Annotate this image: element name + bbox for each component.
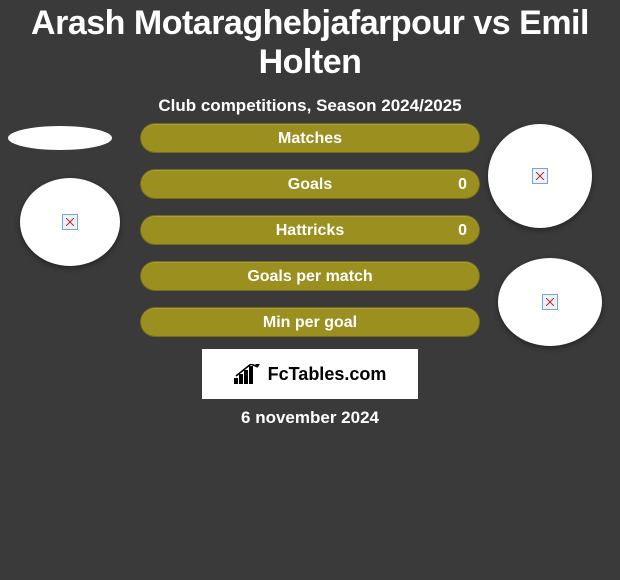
stat-row-matches: Matches <box>140 123 480 153</box>
broken-image-icon <box>62 214 78 230</box>
fctables-logo-icon <box>234 364 262 384</box>
player2-avatar-top <box>488 124 592 228</box>
stat-row-goals: Goals 0 <box>140 169 480 199</box>
stat-row-min-per-goal: Min per goal <box>140 307 480 337</box>
stat-right-value: 0 <box>458 170 467 198</box>
stat-label: Matches <box>141 124 479 152</box>
stat-right-value: 0 <box>458 216 467 244</box>
stat-label: Min per goal <box>141 308 479 336</box>
title-player1: Arash Motaraghebjafarpour <box>31 4 464 42</box>
brand-box: FcTables.com <box>202 349 418 399</box>
broken-image-icon <box>542 294 558 310</box>
player2-avatar-bottom <box>498 258 602 346</box>
player1-avatar-top <box>8 126 112 150</box>
subtitle: Club competitions, Season 2024/2025 <box>0 96 620 116</box>
stat-label: Goals <box>141 170 479 198</box>
date-label: 6 november 2024 <box>0 408 620 428</box>
stats-container: Matches Goals 0 Hattricks 0 Goals per ma… <box>140 123 480 353</box>
page-root: Arash Motaraghebjafarpour vs Emil Holten… <box>0 0 620 580</box>
stat-row-goals-per-match: Goals per match <box>140 261 480 291</box>
stat-label: Hattricks <box>141 216 479 244</box>
page-title: Arash Motaraghebjafarpour vs Emil Holten <box>0 0 620 82</box>
brand-text: FcTables.com <box>268 364 387 385</box>
title-vs: vs <box>473 4 510 42</box>
stat-label: Goals per match <box>141 262 479 290</box>
stat-row-hattricks: Hattricks 0 <box>140 215 480 245</box>
player1-avatar-bottom <box>20 178 120 266</box>
broken-image-icon <box>532 168 548 184</box>
